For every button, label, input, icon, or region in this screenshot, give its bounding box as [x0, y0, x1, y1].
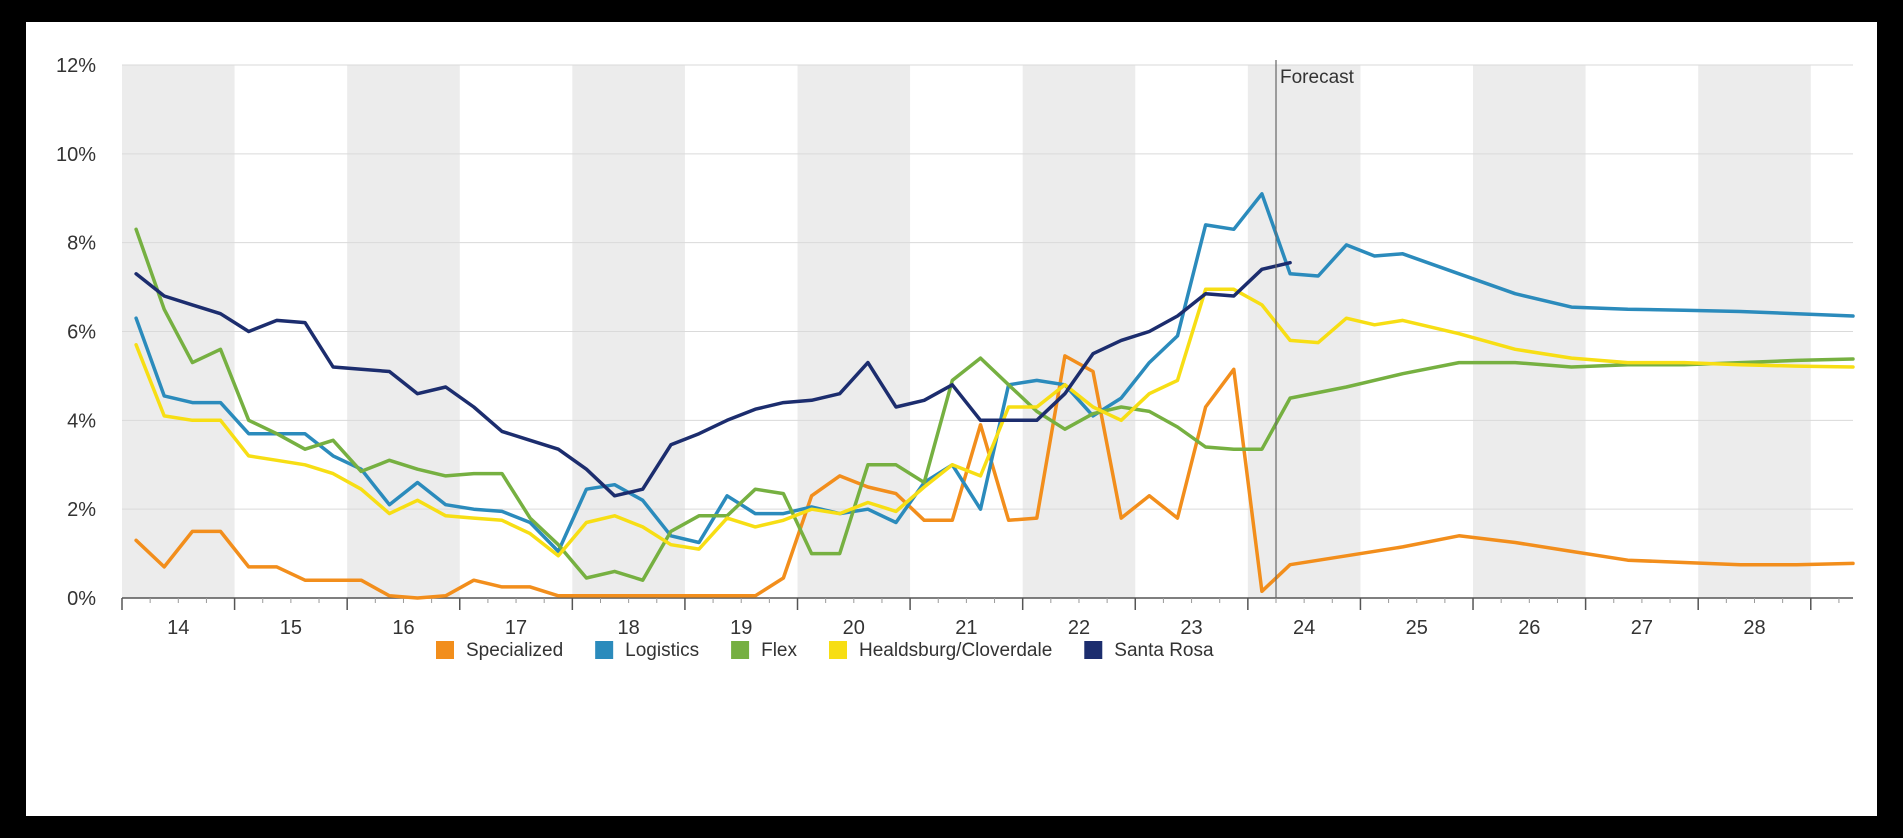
forecast-label: Forecast — [1280, 67, 1355, 88]
x-tick-label: 19 — [730, 617, 752, 639]
series-line — [134, 192, 1855, 554]
legend-swatch — [731, 641, 750, 659]
legend-swatch — [829, 641, 847, 659]
legend-swatch — [1084, 641, 1103, 659]
x-tick-label: 16 — [392, 617, 414, 639]
y-tick-label: 2% — [67, 499, 96, 521]
x-tick-label: 25 — [1406, 617, 1428, 639]
legend-label: Logistics — [625, 640, 699, 661]
x-tick-label: 14 — [167, 617, 189, 639]
x-tick-label: 20 — [843, 617, 865, 639]
x-tick-label: 27 — [1631, 617, 1653, 639]
series-lines — [134, 192, 1855, 600]
x-tick-label: 23 — [1180, 617, 1202, 639]
series-line — [134, 260, 1292, 498]
y-tick-label: 8% — [67, 233, 96, 255]
legend-label: Specialized — [466, 640, 563, 661]
x-tick-label: 17 — [505, 617, 527, 639]
legend: Specialized Logistics Flex Healdsburg/Clove… — [436, 640, 1214, 661]
x-tick-label: 26 — [1518, 617, 1540, 639]
x-tick-label: 24 — [1293, 617, 1315, 639]
y-axis: 0% 2% 4% 6% 8% 10% 12% — [56, 55, 96, 610]
y-tick-label: 12% — [56, 55, 96, 77]
forecast-annotation: Forecast — [1275, 60, 1355, 598]
y-tick-label: 4% — [67, 410, 96, 432]
series-line — [134, 354, 1855, 600]
gridlines — [122, 64, 1853, 510]
x-ticks: 14 15 16 17 18 19 20 21 22 23 24 25 26 27 28 — [121, 598, 1840, 639]
line-chart: 0% 2% 4% 6% 8% 10% 12% 14 15 16 17 18 19 20 21 22 23 24 2… — [56, 55, 1855, 661]
legend-swatch — [595, 641, 614, 659]
x-tick-label: 28 — [1743, 617, 1765, 639]
y-tick-label: 10% — [56, 144, 96, 166]
y-tick-label: 6% — [67, 322, 96, 344]
y-tick-label: 0% — [67, 588, 96, 610]
legend-label: Santa Rosa — [1114, 640, 1214, 661]
x-tick-label: 15 — [280, 617, 302, 639]
legend-label: Healdsburg/Cloverdale — [859, 640, 1052, 661]
series-line — [134, 287, 1855, 558]
chart-frame: 0% 2% 4% 6% 8% 10% 12% 14 15 16 17 18 19 20 21 22 23 24 2… — [26, 22, 1877, 816]
legend-label: Flex — [761, 640, 797, 661]
legend-swatch — [436, 641, 454, 659]
x-tick-label: 18 — [618, 617, 640, 639]
x-tick-label: 21 — [955, 617, 977, 639]
x-tick-label: 22 — [1068, 617, 1090, 639]
